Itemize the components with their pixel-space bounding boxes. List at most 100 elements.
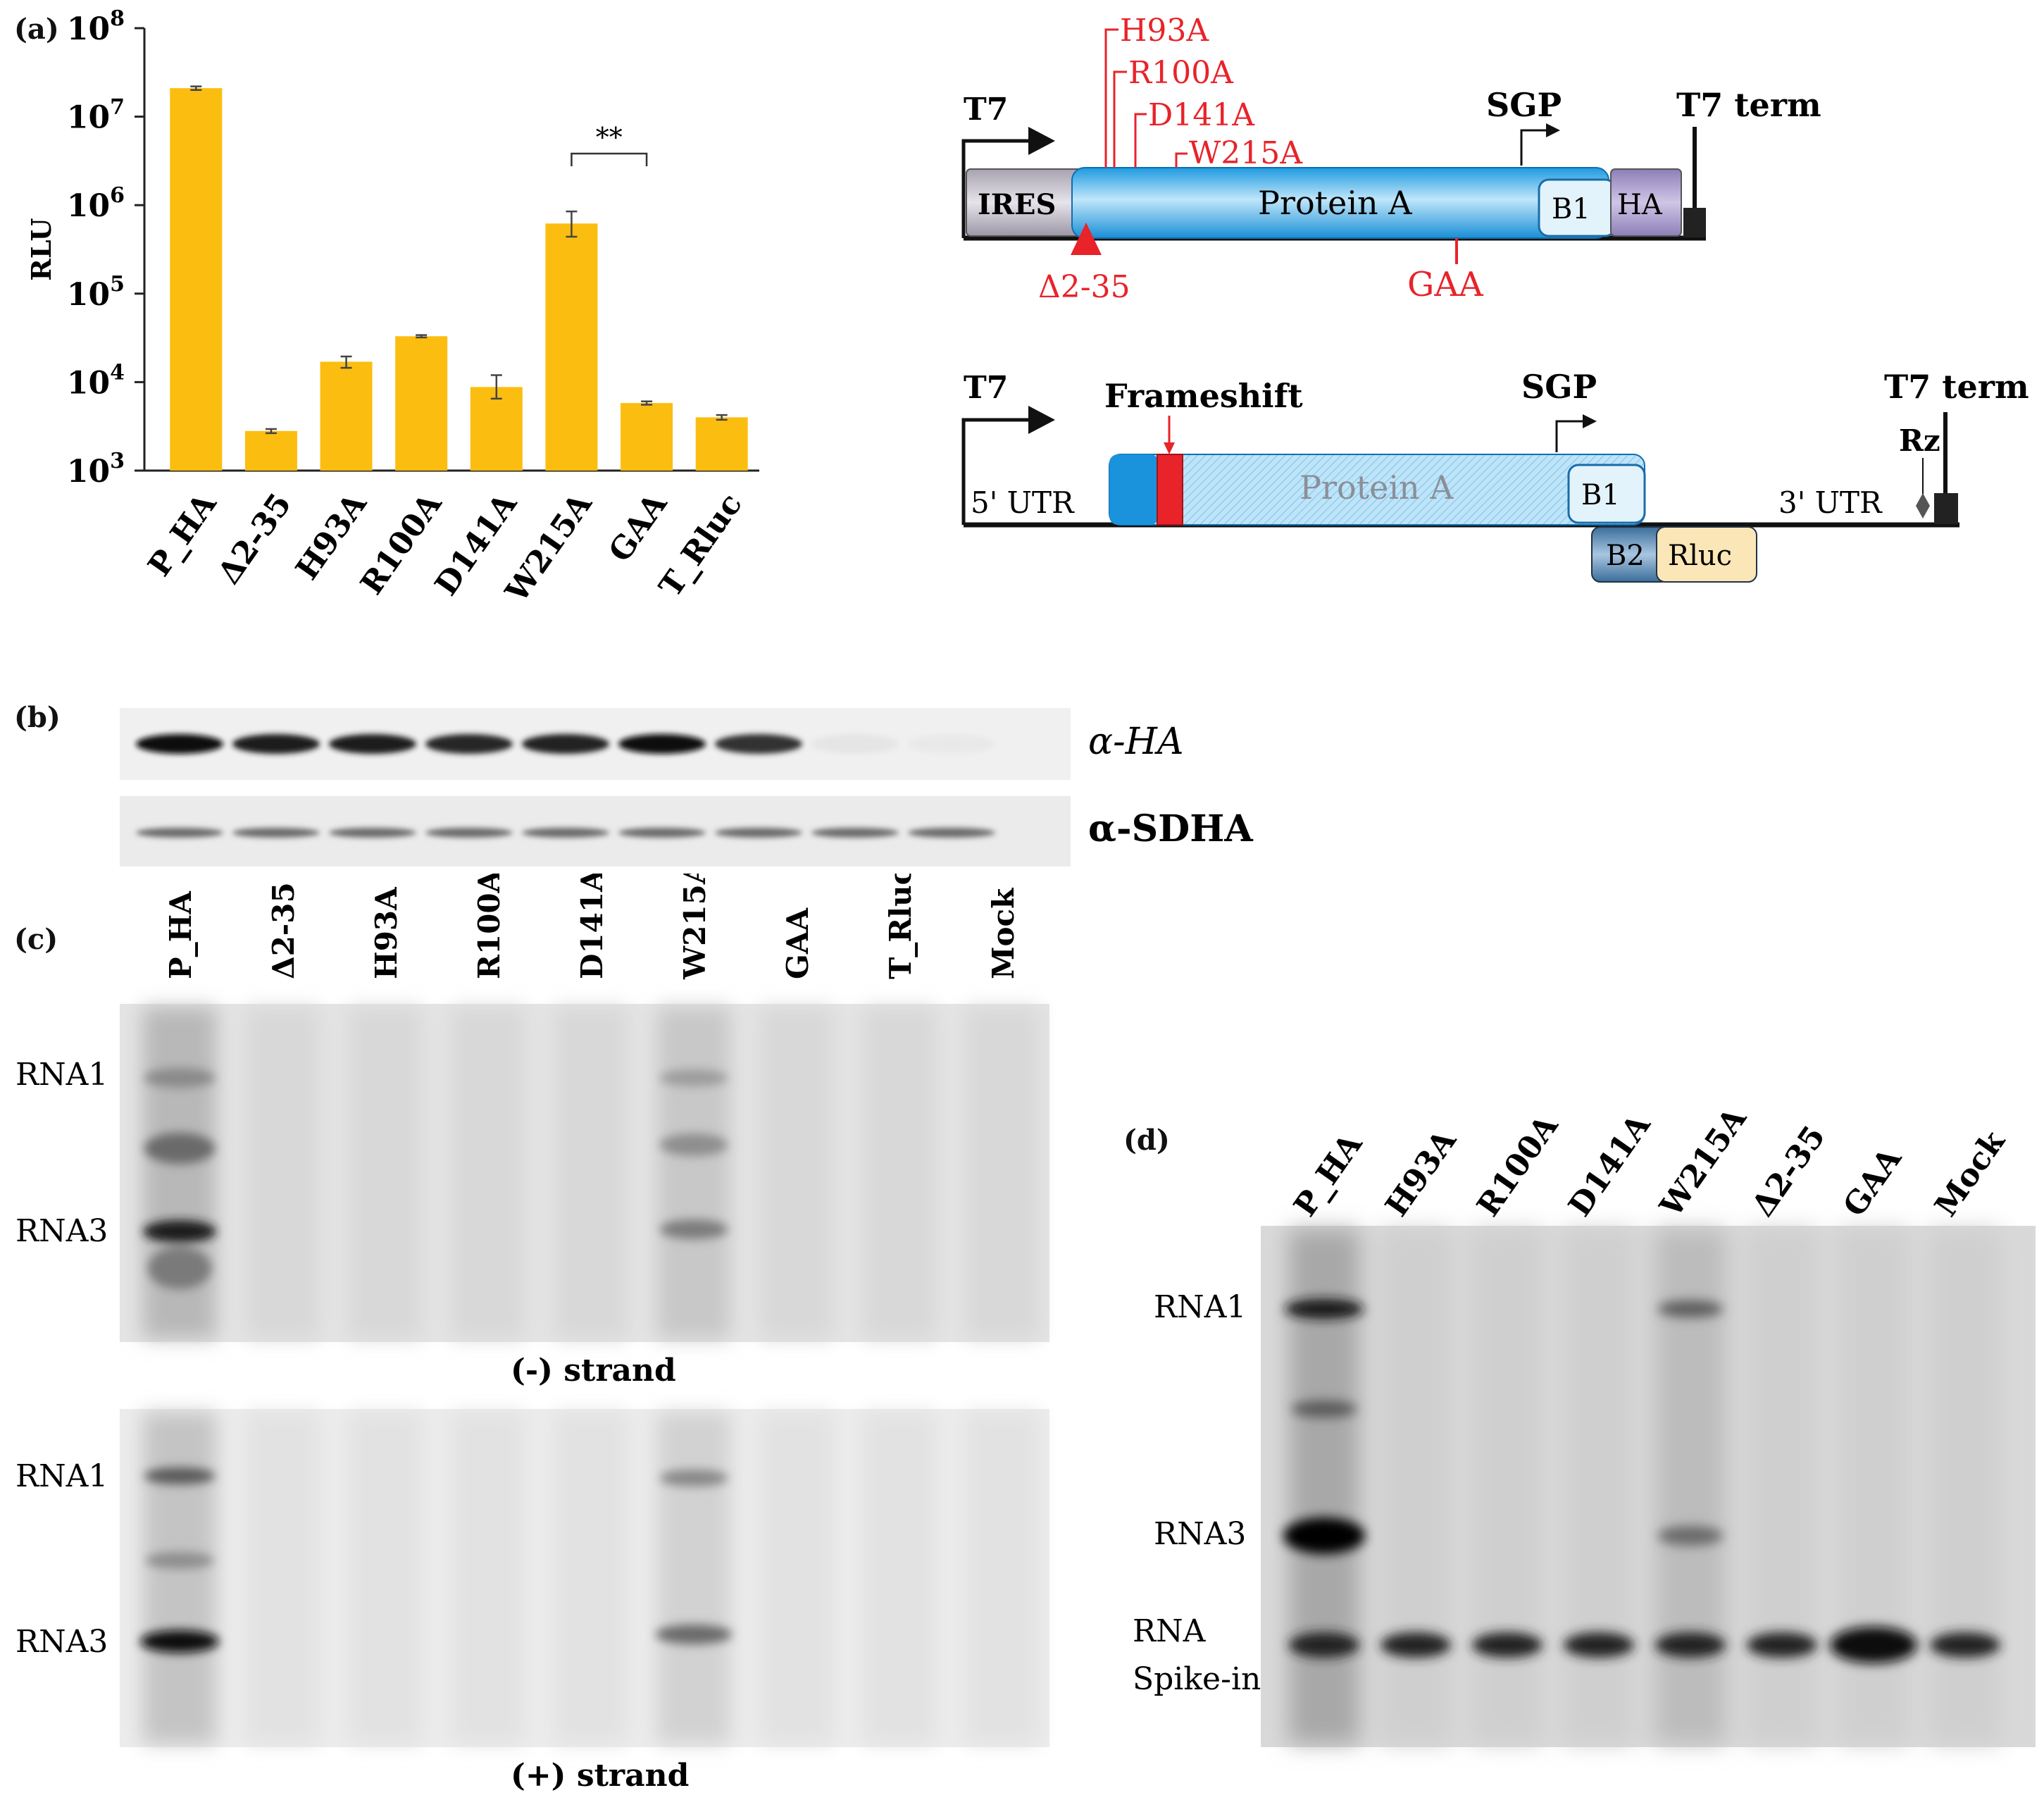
d-rna3-label: RNA3 [1154,1516,1246,1552]
rluc-label: Rluc [1668,540,1732,572]
significance-bracket [571,152,648,166]
frameshift-marker [1157,454,1183,526]
x-tick-label: GAA [602,486,675,569]
bar [621,403,673,471]
d-lane-label: GAA [1836,1141,1909,1224]
mutation-h93a: H93A [1120,13,1209,49]
sgp-arrow [1520,129,1550,166]
t7-label-2: T7 [964,370,1008,406]
d-spike-label-2: Spike-in [1133,1661,1261,1697]
sdha-band [618,828,706,838]
frameshift-arrow-icon [1164,442,1175,454]
panel-label-b: (b) [14,701,61,734]
c-lane-label: R100A [472,874,506,979]
c-lane-label: W215A [678,874,712,980]
c-plus-lane [863,1412,936,1744]
rz-label: Rz [1899,423,1940,458]
b2-label: B2 [1606,540,1645,572]
d-mid-band [1292,1401,1357,1417]
y-tick-label: 104 [67,360,125,401]
y-tick-label: 107 [67,95,125,136]
c-plus-rna3-band [140,1630,219,1653]
y-tick-label: 103 [67,449,125,490]
ha-band [232,734,320,754]
ha-band [329,734,416,754]
alpha-ha-label: α-HA [1088,721,1184,763]
c-lane-label: GAA [780,907,815,979]
sdha-band [522,828,609,838]
gaa-label: GAA [1407,265,1484,304]
northern-blot-c: P_HA Δ2-35 H93A R100A D141A W215A GAA T_Rluc Moc… [15,874,1049,1794]
d-spike-band [1381,1632,1451,1658]
c-plus-lane [657,1412,730,1744]
y-tick-label: 108 [67,6,125,47]
bar [320,361,373,471]
d-spike-label-1: RNA [1133,1613,1207,1649]
bar [395,336,448,471]
c-plus-lane [451,1412,525,1744]
construct-diagrams: T7 IRES Protein A B1 HA T7 term SGP H93A [961,13,2029,583]
ha-band [425,734,513,754]
bar [470,387,523,471]
ha-band [811,734,899,754]
ires-label: IRES [978,188,1056,221]
t7-arrowhead-icon [1028,127,1055,155]
d-spike-band [1830,1627,1917,1663]
plus-rna1-label: RNA1 [15,1458,108,1494]
c-minus-lane [451,1007,525,1339]
c-lane-label: Mock [986,888,1021,979]
x-tick-label: Δ2-35 [211,487,299,590]
d-lane-smear [1838,1229,1909,1744]
c-lane-label: D141A [575,874,609,979]
c-lane-label: P_HA [163,890,198,979]
ha-band [618,734,706,754]
t7-term-block [1683,208,1706,237]
plus-strand-caption: (+) strand [511,1758,689,1794]
c-minus-lane [657,1007,730,1339]
construct-bottom: T7 Frameshift Protein A B1 B2 Rluc SGP 5… [961,368,2029,583]
d141a-line [1134,113,1147,168]
c-plus-lane [246,1412,319,1744]
sgp-arrowhead-icon [1546,123,1560,137]
d-lane-smear [1747,1229,1817,1744]
c-plus-lane [760,1412,833,1744]
utr5-label: 5' UTR [971,485,1075,520]
ha-band [908,734,995,754]
sgp-arrowhead-icon-2 [1583,414,1597,428]
sdha-band [425,828,513,838]
rluc-box [1656,526,1757,583]
bar [545,223,598,471]
d-lane-smear [1930,1229,2000,1744]
c-plus-lane [554,1412,628,1744]
c-minus-lane [966,1007,1039,1339]
d-w215a-rna3 [1658,1526,1723,1546]
c-plus-mid-band [146,1552,213,1569]
bar [244,430,297,471]
d-rna3-band [1283,1517,1365,1554]
d-lane-label: R100A [1470,1108,1566,1223]
c-minus-lane [554,1007,628,1339]
t7-arrowhead-icon-2 [1028,406,1055,434]
significance-label: ** [596,122,623,153]
c-minus-lane [246,1007,319,1339]
rlu-bar-chart: 103104105106107108RLUP_HAΔ2-35H93AR100AD… [25,6,759,609]
sdha-band [136,828,223,838]
mutation-r100a: R100A [1128,55,1234,91]
d-lane-label: H93A [1378,1123,1464,1223]
d-lane-label: Δ2-35 [1745,1119,1833,1223]
c-minus-rna1-band [144,1068,215,1088]
frameshift-label: Frameshift [1104,377,1303,415]
d-lane-label: P_HA [1287,1126,1369,1223]
c-plus-lane [966,1412,1039,1744]
mutation-d141a: D141A [1148,97,1255,133]
panel-d-blot [1261,1226,2036,1747]
y-tick-label: 106 [67,183,125,224]
panel-label-d: (d) [1123,1124,1170,1157]
protein-a-start-segment [1109,454,1159,525]
r100a-line [1113,70,1127,168]
c-minus-w215a-rna3 [660,1219,728,1239]
protein-a-label-2: Protein A [1300,468,1454,507]
sgp-label: SGP [1486,86,1562,124]
bar [695,417,748,471]
t7-label: T7 [964,92,1008,128]
